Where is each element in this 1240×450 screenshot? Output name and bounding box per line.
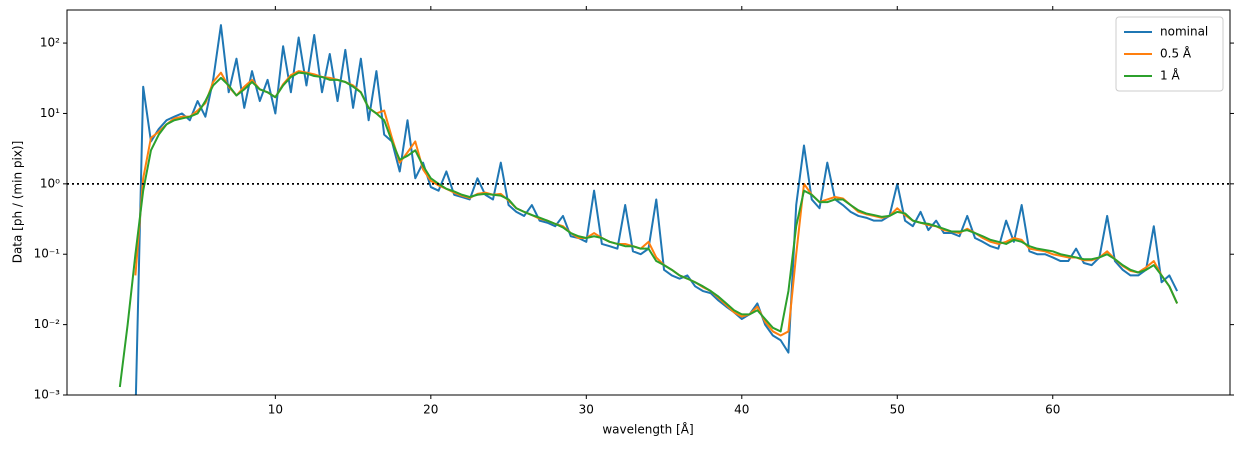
- y-axis-label: Data [ph / (min pix)]: [11, 141, 25, 264]
- x-tick-label: 20: [423, 403, 438, 417]
- y-tick-label: 10⁻³: [34, 388, 61, 402]
- y-tick-label: 10²: [40, 36, 60, 50]
- plot-area: [67, 24, 1230, 395]
- legend-label: nominal: [1160, 25, 1208, 39]
- plot-frame: [66, 9, 1231, 396]
- y-tick-label: 10⁰: [40, 176, 60, 190]
- y-tick-label: 10⁻¹: [34, 247, 61, 261]
- legend-label: 1 Å: [1160, 68, 1180, 83]
- x-tick-label: 50: [890, 403, 905, 417]
- y-tick-label: 10⁻²: [34, 317, 61, 331]
- x-tick-label: 40: [734, 403, 749, 417]
- y-tick-label: 10¹: [40, 106, 60, 120]
- x-tick-label: 10: [268, 403, 283, 417]
- data-line: [134, 24, 1179, 395]
- x-tick-label: 60: [1045, 403, 1060, 417]
- legend-label: 0.5 Å: [1160, 46, 1192, 61]
- x-tick-label: 30: [579, 403, 594, 417]
- x-axis-label: wavelength [Å]: [602, 422, 693, 437]
- legend-box: [1115, 16, 1224, 92]
- data-line: [118, 71, 1179, 388]
